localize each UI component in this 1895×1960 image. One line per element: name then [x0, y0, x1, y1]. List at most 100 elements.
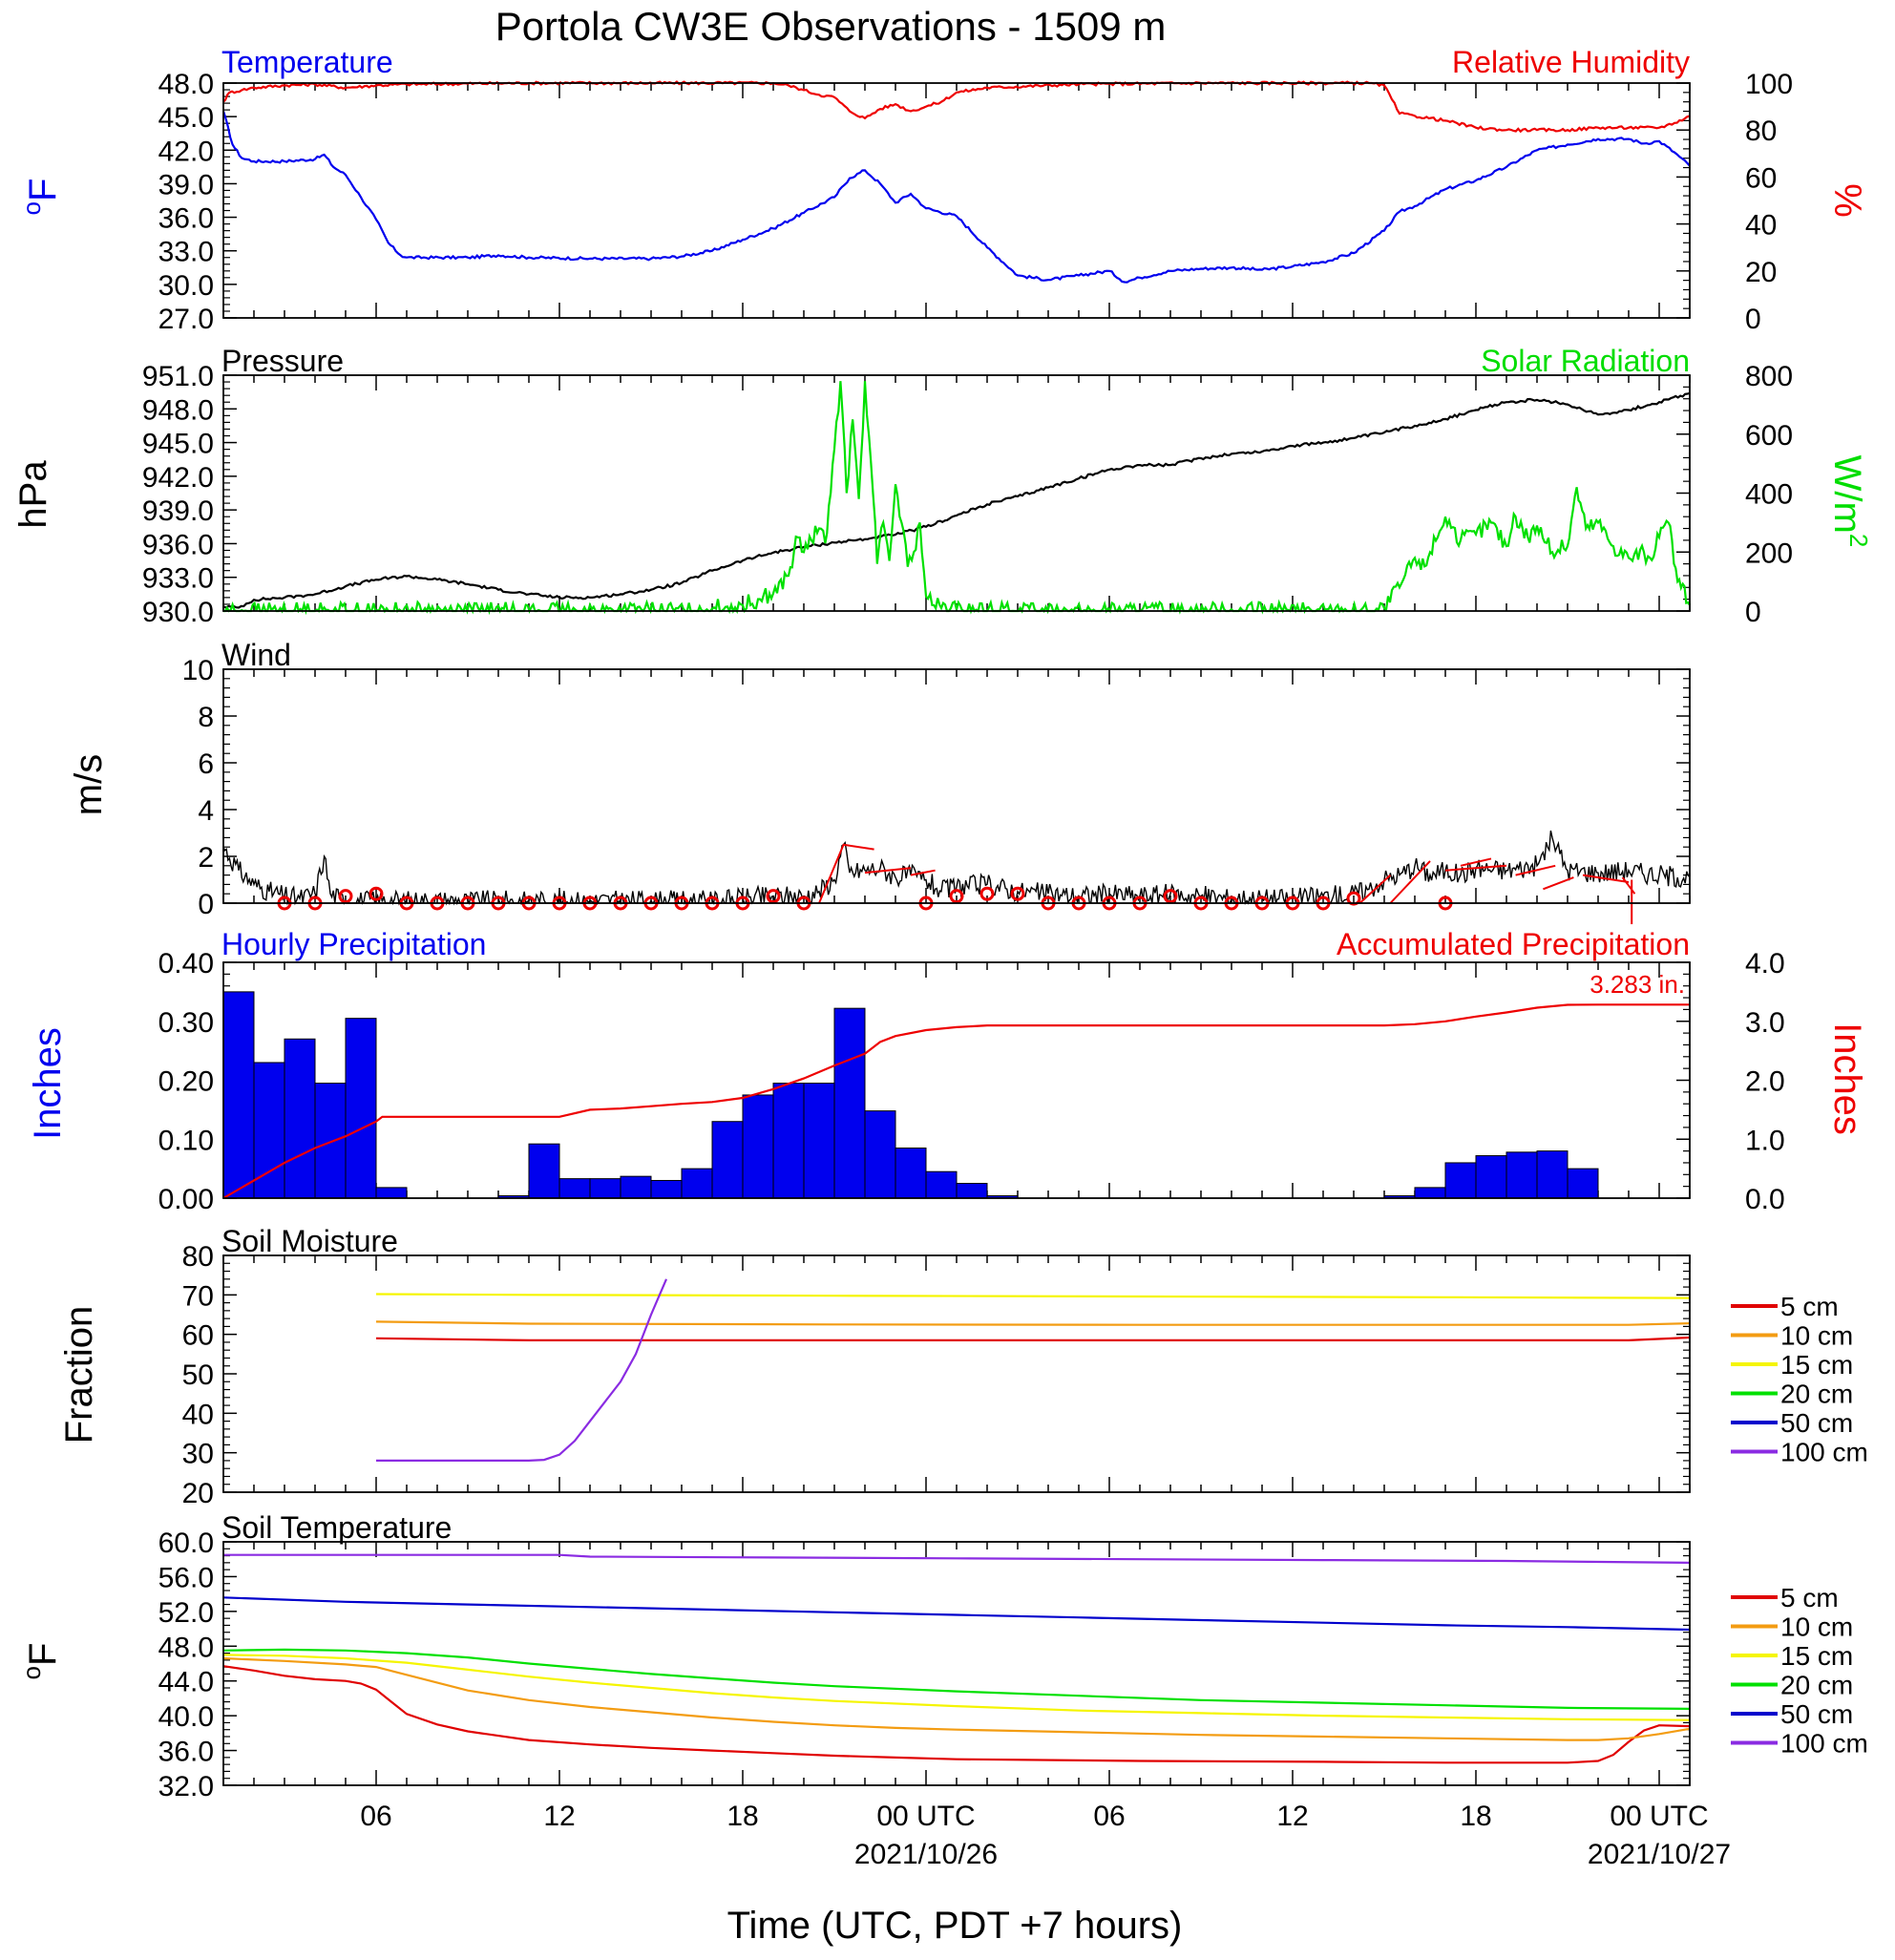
- soil-temperature-title: Soil Temperature: [221, 1510, 452, 1545]
- y-tick-label: 0.10: [158, 1125, 214, 1156]
- temperature-title: Temperature: [221, 45, 393, 79]
- hourly-precip-bar: [620, 1175, 652, 1199]
- y-tick-label: 33.0: [158, 237, 214, 268]
- x-tick-label: 18: [1460, 1801, 1491, 1832]
- y-tick-label: 6: [198, 748, 214, 780]
- figure-title: Portola CW3E Observations - 1509 m: [495, 4, 1167, 49]
- y-tick-label: 0.20: [158, 1066, 214, 1098]
- y-tick-label: 39.0: [158, 169, 214, 200]
- x-tick-label: 00 UTC: [1610, 1801, 1708, 1832]
- temperature-axis-label: oF: [17, 179, 64, 216]
- hourly-precip-bar: [803, 1083, 835, 1199]
- wind-direction-barb: [818, 843, 874, 904]
- y-tick-label: 48.0: [158, 69, 214, 100]
- y-tick-label: 56.0: [158, 1562, 214, 1593]
- accumulated-precipitation-series-line: [222, 1003, 1690, 1199]
- y-right-tick-label: 200: [1745, 537, 1793, 569]
- hourly-precip-bar: [222, 991, 255, 1199]
- legend-label-100-cm: 100 cm: [1780, 1438, 1868, 1467]
- squared-mark: 2: [1844, 534, 1873, 547]
- y-tick-label: 951.0: [142, 361, 214, 392]
- humidity-axis-label: %: [1826, 183, 1868, 218]
- y-tick-label: 70: [182, 1280, 214, 1312]
- wind-direction-barb: [1358, 874, 1392, 904]
- x-tick-date-label: 2021/10/27: [1588, 1839, 1731, 1870]
- temperature-series-line: [221, 110, 1691, 284]
- hourly-precip-axis-label: Inches: [27, 1027, 69, 1140]
- 15-cm-series-line: [222, 1654, 1691, 1721]
- y-tick-label: 36.0: [158, 1737, 214, 1768]
- hourly-precip-bar: [711, 1121, 744, 1199]
- hourly-precip-bar: [1475, 1155, 1507, 1199]
- wind-axis-label: m/s: [68, 754, 110, 815]
- accum-precip-total: 3.283 in.: [1590, 970, 1685, 999]
- wind-calm-marker: [949, 889, 964, 904]
- y-right-tick-label: 4.0: [1745, 948, 1785, 980]
- hourly-precip-bar: [1444, 1162, 1477, 1199]
- y-right-tick-label: 20: [1745, 257, 1777, 288]
- accum-precip-axis-label: Inches: [1826, 1022, 1868, 1135]
- hourly-precip-bar: [956, 1183, 988, 1199]
- soil-temperature-axis-label: oF: [17, 1643, 64, 1680]
- legend-label-50-cm: 50 cm: [1780, 1699, 1853, 1729]
- precipitation-panel: Hourly Precipitation Accumulated Precipi…: [27, 927, 1868, 1215]
- hourly-precip-bar: [681, 1168, 713, 1199]
- wind-direction-barb: [1543, 876, 1574, 891]
- wind-calm-marker: [1010, 886, 1025, 901]
- accum-precip-title: Accumulated Precipitation: [1337, 927, 1690, 961]
- wind-direction-barb: [1389, 860, 1431, 904]
- solar-title: Solar Radiation: [1481, 344, 1690, 378]
- hourly-precip-bar: [1414, 1187, 1446, 1199]
- wind-title: Wind: [221, 638, 291, 672]
- wind-calm-marker: [1346, 891, 1361, 906]
- humidity-title: Relative Humidity: [1452, 45, 1690, 79]
- 5-cm-series-line: [222, 1665, 1691, 1764]
- y-tick-label: 42.0: [158, 136, 214, 167]
- pressure-axis-label: hPa: [12, 460, 54, 529]
- x-tick-label: 00 UTC: [876, 1801, 975, 1832]
- y-right-tick-label: 2.0: [1745, 1066, 1785, 1098]
- hourly-precip-bar: [253, 1062, 285, 1199]
- y-tick-label: 52.0: [158, 1597, 214, 1629]
- y-right-tick-label: 0: [1745, 597, 1761, 628]
- wind-calm-marker: [766, 889, 781, 904]
- y-right-tick-label: 100: [1745, 69, 1793, 100]
- y-tick-label: 32.0: [158, 1771, 214, 1802]
- hourly-precip-bar: [650, 1179, 683, 1199]
- hourly-precip-title: Hourly Precipitation: [221, 927, 486, 961]
- x-tick-date-label: 2021/10/26: [854, 1839, 998, 1870]
- y-right-tick-label: 0: [1745, 304, 1761, 335]
- hourly-precip-bar: [314, 1083, 347, 1199]
- y-tick-label: 27.0: [158, 304, 214, 335]
- y-right-tick-label: 1.0: [1745, 1125, 1785, 1156]
- legend-label-15-cm: 15 cm: [1780, 1641, 1853, 1671]
- legend-label-5-cm: 5 cm: [1780, 1583, 1839, 1612]
- y-tick-label: 40.0: [158, 1701, 214, 1733]
- wind-series-line: [222, 830, 1691, 906]
- wind-direction-barb: [910, 869, 936, 876]
- y-tick-label: 942.0: [142, 462, 214, 494]
- y-right-tick-label: 40: [1745, 210, 1777, 242]
- degree-mark: o: [17, 1666, 46, 1679]
- y-tick-label: 50: [182, 1359, 214, 1391]
- hourly-precip-bar: [833, 1007, 866, 1199]
- y-tick-label: 945.0: [142, 429, 214, 460]
- 100-cm-series-line: [376, 1278, 668, 1462]
- y-tick-label: 30: [182, 1439, 214, 1470]
- hourly-precip-bar: [772, 1083, 805, 1199]
- y-tick-label: 30.0: [158, 270, 214, 302]
- solar-axis-label: W/m2: [1826, 455, 1873, 548]
- x-axis-title: Time (UTC, PDT +7 hours): [727, 1905, 1183, 1947]
- 10-cm-series-line: [222, 1656, 1691, 1741]
- plot-frame: [222, 1254, 1691, 1493]
- 50-cm-series-line: [222, 1596, 1691, 1632]
- hourly-precip-bar: [1536, 1150, 1569, 1199]
- y-right-tick-label: 60: [1745, 162, 1777, 194]
- y-tick-label: 44.0: [158, 1667, 214, 1698]
- hourly-precip-bar: [1505, 1151, 1538, 1199]
- pressure-title: Pressure: [221, 344, 344, 378]
- wind-panel: Wind m/s 0 2 4 6 8 10: [68, 638, 1691, 925]
